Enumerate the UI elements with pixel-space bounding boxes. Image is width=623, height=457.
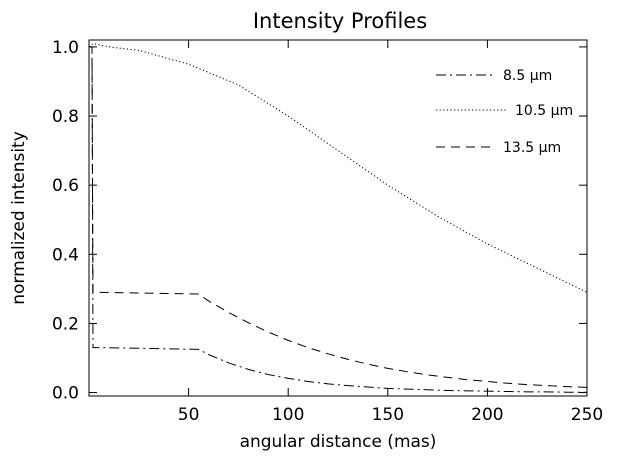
series-line-2 — [88, 42, 588, 293]
y-axis-label: normalized intensity — [9, 131, 29, 305]
x-tick-label: 200 — [471, 405, 503, 425]
y-axis-ticks: 0.0 0.2 0.4 0.6 0.8 1.0 — [52, 38, 587, 404]
chart-title: Intensity Profiles — [253, 9, 427, 33]
legend: 8.5 μm 10.5 μm 13.5 μm — [436, 68, 573, 156]
y-tick-label: 0.8 — [52, 107, 79, 127]
y-tick-label: 0.6 — [52, 176, 79, 196]
x-tick-label: 50 — [178, 405, 200, 425]
y-tick-label: 1.0 — [52, 38, 79, 58]
legend-label-1: 8.5 μm — [503, 68, 552, 84]
y-tick-label: 0.2 — [52, 314, 79, 334]
series-line-1 — [89, 46, 587, 393]
x-tick-label: 100 — [272, 405, 304, 425]
x-axis-label: angular distance (mas) — [240, 432, 437, 452]
y-tick-label: 0.0 — [52, 384, 79, 404]
plot-frame — [88, 39, 588, 397]
series-lines — [88, 42, 588, 393]
x-tick-label: 250 — [571, 405, 603, 425]
x-tick-label: 150 — [372, 405, 404, 425]
y-tick-label: 0.4 — [52, 245, 79, 265]
x-axis-ticks: 50 100 150 200 250 — [178, 40, 603, 425]
legend-label-3: 13.5 μm — [503, 140, 561, 156]
legend-label-2: 10.5 μm — [515, 103, 573, 119]
series-line-3 — [89, 46, 588, 388]
